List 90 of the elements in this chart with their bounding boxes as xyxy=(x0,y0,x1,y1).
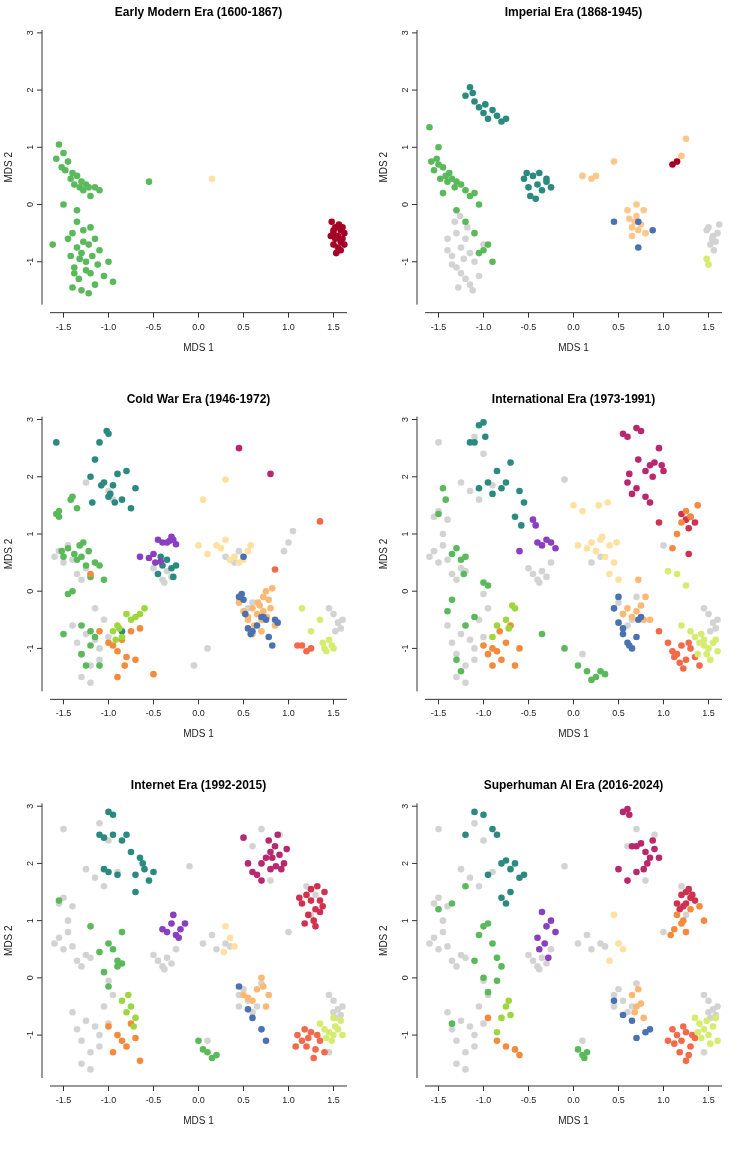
y-tick-label: 1 xyxy=(400,531,410,537)
x-tick-label: -1.5 xyxy=(55,708,72,719)
x-tick-label: -1.0 xyxy=(100,321,117,332)
x-tick-label: 1.5 xyxy=(702,1095,715,1105)
y-axis-title: MDS 2 xyxy=(378,924,389,956)
y-tick-label: -1 xyxy=(400,644,410,653)
y-tick-label: 2 xyxy=(400,87,410,93)
x-tick-label: -0.5 xyxy=(520,708,537,719)
y-tick-label: 0 xyxy=(25,202,35,208)
x-axis-title: MDS 1 xyxy=(558,728,590,740)
x-tick-label: 1.0 xyxy=(657,321,670,332)
y-tick-label: 3 xyxy=(400,417,410,423)
x-tick-label: 1.0 xyxy=(282,1095,295,1105)
y-tick-label: -1 xyxy=(400,257,410,266)
x-tick-label: 0.0 xyxy=(192,708,205,719)
y-tick-label: 2 xyxy=(25,87,35,93)
x-tick-label: 0.5 xyxy=(237,1095,250,1105)
y-tick-label: 0 xyxy=(400,202,410,208)
x-tick-label: -0.5 xyxy=(145,1095,162,1105)
x-tick-label: -1.0 xyxy=(475,1095,492,1105)
x-tick-label: 0.5 xyxy=(612,321,625,332)
x-tick-label: -1.0 xyxy=(100,708,117,719)
x-tick-label: -1.0 xyxy=(100,1095,117,1105)
x-tick-label: 0.0 xyxy=(192,1095,205,1105)
y-axis-title: MDS 2 xyxy=(3,151,14,183)
x-axis-title: MDS 1 xyxy=(558,1115,590,1126)
chart-title: Superhuman AI Era (2016-2024) xyxy=(483,778,664,793)
x-tick-label: 1.5 xyxy=(702,708,715,719)
x-axis-title: MDS 1 xyxy=(558,341,590,353)
x-tick-label: -1.5 xyxy=(55,1095,72,1105)
y-tick-label: 2 xyxy=(400,860,410,866)
y-tick-label: 0 xyxy=(400,588,410,594)
y-tick-label: -1 xyxy=(25,257,35,266)
x-tick-label: 0.5 xyxy=(237,708,250,719)
x-tick-label: 1.0 xyxy=(282,321,295,332)
y-tick-label: -1 xyxy=(25,644,35,653)
chart-title: Cold War Era (1946-1972) xyxy=(126,391,271,406)
y-tick-label: -1 xyxy=(25,1031,35,1040)
x-tick-label: -1.0 xyxy=(475,321,492,332)
y-axis-title: MDS 2 xyxy=(3,924,14,956)
y-axis-title: MDS 2 xyxy=(378,151,389,183)
y-axis-title: MDS 2 xyxy=(378,538,389,570)
x-axis-title: MDS 1 xyxy=(183,728,215,740)
chart-title: Imperial Era (1868-1945) xyxy=(504,5,643,19)
x-tick-label: 0.5 xyxy=(237,321,250,332)
y-tick-label: -1 xyxy=(400,1031,410,1040)
y-tick-label: 0 xyxy=(25,975,35,981)
y-tick-label: 3 xyxy=(400,30,410,36)
chart-title: Internet Era (1992-2015) xyxy=(130,778,267,793)
x-tick-label: 0.5 xyxy=(612,708,625,719)
x-tick-label: 1.5 xyxy=(327,708,340,719)
x-tick-label: 0.0 xyxy=(567,321,580,332)
y-tick-label: 3 xyxy=(400,803,410,809)
x-tick-label: -1.0 xyxy=(475,708,492,719)
x-tick-label: -0.5 xyxy=(520,321,537,332)
y-tick-label: 0 xyxy=(25,588,35,594)
y-tick-label: 3 xyxy=(25,417,35,423)
x-tick-label: -0.5 xyxy=(145,321,162,332)
x-axis-title: MDS 1 xyxy=(183,1115,215,1126)
x-tick-label: -0.5 xyxy=(145,708,162,719)
y-tick-label: 1 xyxy=(400,144,410,150)
x-axis-title: MDS 1 xyxy=(183,341,215,353)
y-tick-label: 1 xyxy=(25,144,35,150)
x-tick-label: -0.5 xyxy=(520,1095,537,1105)
chart-title: Early Modern Era (1600-1867) xyxy=(114,5,283,19)
x-tick-label: 1.0 xyxy=(657,1095,670,1105)
x-tick-label: 0.0 xyxy=(192,321,205,332)
chart-title: International Era (1973-1991) xyxy=(491,391,656,406)
x-tick-label: 0.0 xyxy=(567,708,580,719)
x-tick-label: 1.5 xyxy=(327,1095,340,1105)
y-tick-label: 2 xyxy=(25,474,35,480)
y-tick-label: 3 xyxy=(25,30,35,36)
y-tick-label: 1 xyxy=(25,918,35,924)
y-tick-label: 1 xyxy=(25,531,35,537)
x-tick-label: 0.5 xyxy=(612,1095,625,1105)
x-tick-label: 1.5 xyxy=(327,321,340,332)
x-tick-label: 1.0 xyxy=(657,708,670,719)
y-tick-label: 1 xyxy=(400,918,410,924)
x-tick-label: 0.0 xyxy=(567,1095,580,1105)
y-tick-label: 2 xyxy=(400,474,410,480)
x-tick-label: -1.5 xyxy=(430,708,447,719)
x-tick-label: 1.5 xyxy=(702,321,715,332)
y-tick-label: 2 xyxy=(25,860,35,866)
x-tick-label: 1.0 xyxy=(282,708,295,719)
x-tick-label: -1.5 xyxy=(55,321,72,332)
x-tick-label: -1.5 xyxy=(430,321,447,332)
y-axis-title: MDS 2 xyxy=(3,538,14,570)
x-tick-label: -1.5 xyxy=(430,1095,447,1105)
y-tick-label: 3 xyxy=(25,803,35,809)
y-tick-label: 0 xyxy=(400,975,410,981)
